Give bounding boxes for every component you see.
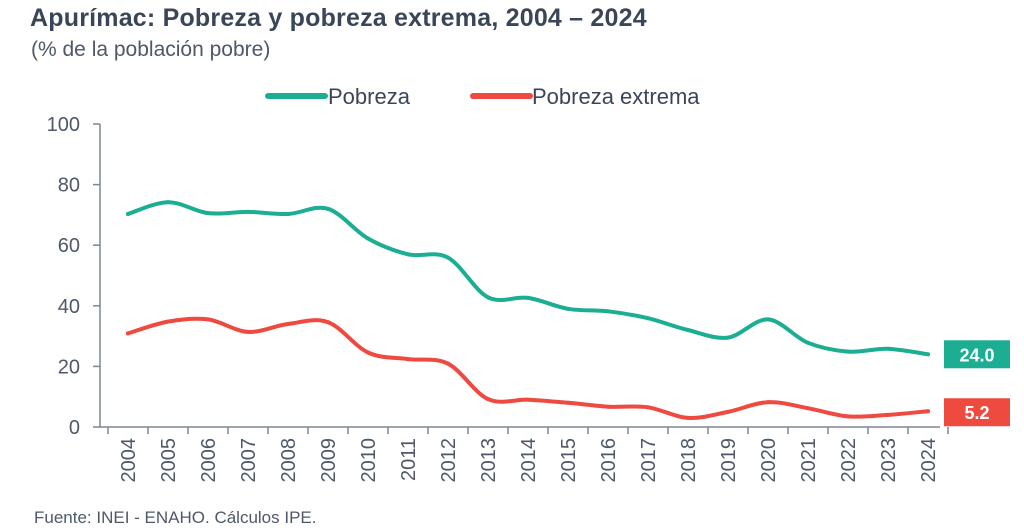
legend-label-pobreza: Pobreza	[328, 84, 411, 109]
data-point	[166, 200, 170, 205]
end-label-pobreza-box	[944, 340, 1010, 369]
data-point	[846, 414, 850, 419]
x-tick-label: 2012	[438, 438, 460, 483]
data-point	[446, 361, 450, 366]
x-tick-label: 2020	[758, 438, 780, 483]
y-tick-label: 0	[69, 417, 80, 439]
data-point	[806, 406, 810, 411]
data-point	[206, 211, 210, 216]
x-tick-label: 2021	[798, 438, 820, 483]
data-point	[166, 319, 170, 324]
data-point	[126, 331, 130, 336]
chart-subtitle: (% de la población pobre)	[31, 38, 271, 61]
end-label-pobreza-extrema-box	[944, 398, 1010, 427]
x-tick-label: 2010	[358, 438, 380, 483]
x-tick-label: 2004	[118, 438, 140, 483]
data-point	[726, 335, 730, 340]
data-point	[646, 316, 650, 321]
data-point	[806, 340, 810, 345]
data-point	[126, 211, 130, 216]
x-tick-label: 2009	[318, 438, 340, 483]
data-point	[846, 349, 850, 354]
data-point	[766, 317, 770, 322]
source-note: Fuente: INEI - ENAHO. Cálculos IPE.	[34, 508, 317, 527]
data-point	[486, 295, 490, 300]
data-point	[886, 412, 890, 417]
data-point	[726, 409, 730, 414]
data-point	[606, 404, 610, 409]
legend: Pobreza Pobreza extrema	[265, 84, 700, 109]
x-tick-label: 2011	[398, 438, 420, 481]
data-point	[366, 350, 370, 355]
legend-label-extrema: Pobreza extrema	[532, 84, 700, 109]
x-tick-label: 2007	[238, 438, 260, 483]
x-tick-label: 2014	[518, 438, 540, 483]
end-label-pobreza: 24.0	[959, 345, 994, 365]
data-point	[686, 415, 690, 420]
end-label-pobreza-extrema: 5.2	[964, 403, 989, 423]
data-point	[686, 328, 690, 333]
x-tick-label: 2008	[278, 438, 300, 483]
data-point	[246, 329, 250, 334]
x-tick-label: 2016	[598, 438, 620, 483]
data-point	[406, 252, 410, 257]
x-tick-label: 2022	[838, 438, 860, 483]
x-tick-label: 2006	[198, 438, 220, 483]
data-point	[286, 211, 290, 216]
x-tick-label: 2018	[678, 438, 700, 483]
x-tick-label: 2023	[878, 438, 900, 483]
data-point	[926, 352, 930, 357]
end-labels: 24.0 5.2	[944, 340, 1010, 427]
data-point	[566, 400, 570, 405]
data-point	[526, 397, 530, 402]
x-tick-label: 2019	[718, 438, 740, 483]
y-tick-label: 80	[58, 175, 80, 197]
y-tick-label: 60	[58, 235, 80, 257]
x-tick-label: 2024	[918, 438, 940, 483]
y-axis: 0 20 40 60 80 100	[47, 114, 101, 439]
data-point	[366, 236, 370, 241]
y-tick-label: 40	[58, 296, 80, 318]
data-point	[206, 317, 210, 322]
chart-canvas: Pobreza Pobreza extrema 0 20 40 60 80 100 200…	[47, 84, 1010, 483]
data-point	[406, 357, 410, 362]
x-axis: 2004 2005 2006 2007 2008 2009 2010 2011 2012 2013…	[100, 426, 949, 483]
x-tick-label: 2017	[638, 438, 660, 483]
data-point	[886, 346, 890, 351]
y-tick-label: 100	[47, 114, 80, 136]
data-point	[446, 255, 450, 260]
x-tick-label: 2015	[558, 438, 580, 483]
data-point	[526, 295, 530, 300]
data-point	[286, 321, 290, 326]
data-point	[326, 206, 330, 211]
data-point	[246, 209, 250, 214]
series-group	[126, 200, 930, 420]
data-point	[926, 409, 930, 414]
x-tick-label: 2005	[158, 438, 180, 483]
y-tick-label: 20	[58, 356, 80, 378]
data-point	[766, 400, 770, 405]
x-tick-label: 2013	[478, 438, 500, 483]
data-point	[326, 320, 330, 325]
data-point	[566, 306, 570, 311]
data-point	[606, 309, 610, 314]
data-point	[646, 405, 650, 410]
data-point	[486, 397, 490, 402]
chart-title: Apurímac: Pobreza y pobreza extrema, 200…	[30, 4, 647, 32]
